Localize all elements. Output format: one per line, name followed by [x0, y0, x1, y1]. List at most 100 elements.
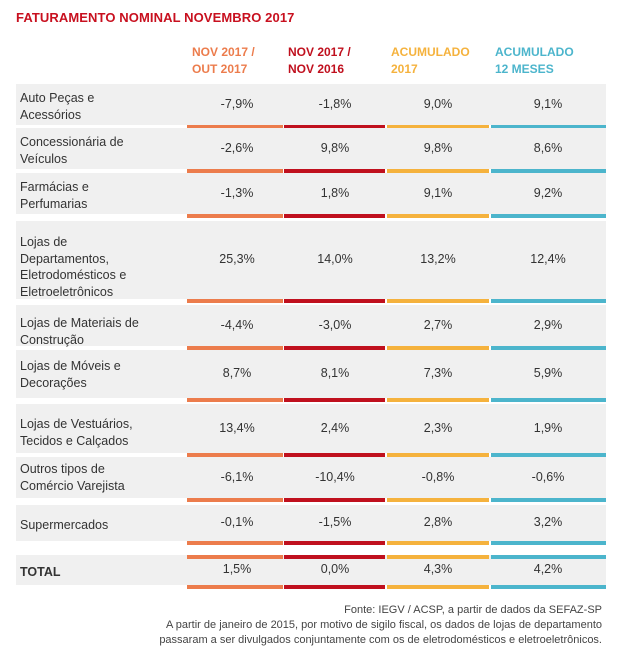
table-row-9-value-3: 2,8% [423, 515, 453, 529]
table-row-8-value-4: -0,6% [531, 469, 565, 484]
table-row-3-value-4: 9,2% [533, 185, 563, 200]
footer-notes: Fonte: IEGV / ACSP, a partir de dados da… [159, 603, 602, 648]
table-row-total-value-4: 4,2% [533, 562, 563, 576]
table-row-2-label: Concessionária de Veículos [20, 135, 124, 166]
table-row-1-bar-4 [491, 125, 606, 129]
table-row-4-bar-2 [284, 299, 385, 303]
table-row-5-background [16, 305, 606, 346]
table-row-9-bar-1 [187, 541, 283, 545]
table-row-5-bar-3 [387, 346, 489, 350]
table-row-7-bar-1 [187, 453, 283, 457]
footer-note-line-2: passaram a ser divulgados conjuntamente … [159, 634, 602, 646]
table-row-6-bar-2 [284, 398, 385, 402]
table-row-6-value-3: 7,3% [423, 366, 453, 380]
table-row-7-bar-4 [491, 453, 606, 457]
table-row-3-value-1: -1,3% [220, 185, 254, 200]
table-row-5-value-4: 2,9% [533, 317, 563, 332]
table-row-9-value-4: 3,2% [533, 515, 563, 529]
table-row-4-value-2: 14,0% [317, 252, 353, 266]
column-header-3: ACUMULADO 2017 [391, 45, 470, 76]
table-row-6-bar-4 [491, 398, 606, 402]
table-row-4-value-4: 12,4% [530, 252, 566, 266]
table-row-6-bar-3 [387, 398, 489, 402]
table-row-7-value-3: 2,3% [423, 420, 453, 435]
table-row-8-bar-3 [387, 498, 489, 502]
table-row-7-background [16, 404, 606, 453]
table-row-8-label: Outros tipos de Comércio Varejista [20, 462, 125, 493]
footer-note-line-1: A partir de janeiro de 2015, por motivo … [166, 619, 602, 631]
table-row-5-bar-2 [284, 346, 385, 350]
table-row-3-bar-1 [187, 214, 283, 218]
table-row-7-label: Lojas de Vestuários, Tecidos e Calçados [20, 417, 133, 448]
table-row-total-label: TOTAL [20, 565, 61, 579]
table-row-5-label: Lojas de Materiais de Construção [20, 316, 139, 347]
table-row-5-value-2: -3,0% [318, 317, 352, 332]
table-row-4-value-3: 13,2% [420, 252, 456, 266]
table-row-total-top-bar-1 [187, 555, 283, 559]
table-row-6-bar-1 [187, 398, 283, 402]
table-row-7-value-4: 1,9% [533, 420, 563, 435]
table-row-3-background [16, 173, 606, 214]
table-row-9-value-1: -0,1% [220, 515, 254, 529]
table-row-3-value-2: 1,8% [320, 185, 350, 200]
table-row-2-bar-2 [284, 169, 385, 173]
table-row-1-bar-2 [284, 125, 385, 129]
table-row-3-bar-3 [387, 214, 489, 218]
table-row-8-bar-4 [491, 498, 606, 502]
table-row-6-value-1: 8,7% [222, 366, 252, 380]
table-row-1-value-3: 9,0% [423, 96, 453, 111]
table-row-8-value-2: -10,4% [315, 469, 355, 484]
table-row-8-bar-2 [284, 498, 385, 502]
table-row-1-label: Auto Peças e Acessórios [20, 91, 95, 122]
table-row-7-value-2: 2,4% [320, 420, 350, 435]
table-row-5-bar-1 [187, 346, 283, 350]
table-row-total-top-bar-3 [387, 555, 489, 559]
table-row-9-bar-3 [387, 541, 489, 545]
table-row-1-value-4: 9,1% [533, 96, 563, 111]
table-row-2-value-1: -2,6% [220, 140, 254, 155]
table-row-4-background [16, 221, 606, 299]
table-row-9-background [16, 505, 606, 541]
table-row-total-bar-4 [491, 585, 606, 589]
table-row-6-background [16, 350, 606, 398]
table-row-4-bar-1 [187, 299, 283, 303]
table-row-total-top-bar-2 [284, 555, 385, 559]
table-row-9-value-2: -1,5% [318, 515, 352, 529]
table-row-2-value-4: 8,6% [533, 140, 563, 155]
table-row-8-value-1: -6,1% [220, 469, 254, 484]
table-row-8-background [16, 457, 606, 498]
table-row-3-bar-2 [284, 214, 385, 218]
column-header-1: NOV 2017 / OUT 2017 [192, 45, 255, 76]
footer-source: Fonte: IEGV / ACSP, a partir de dados da… [344, 604, 602, 616]
table-row-4-bar-3 [387, 299, 489, 303]
table-row-9-label: Supermercados [20, 518, 109, 532]
table-row-7-bar-3 [387, 453, 489, 457]
table-row-total-value-3: 4,3% [423, 562, 453, 576]
table-row-total-value-1: 1,5% [222, 562, 252, 576]
table-row-total-value-2: 0,0% [320, 562, 350, 576]
table-row-9-bar-4 [491, 541, 606, 545]
table-row-4-value-1: 25,3% [219, 252, 255, 266]
table-row-5-value-1: -4,4% [220, 317, 254, 332]
column-header-4: ACUMULADO 12 MESES [495, 45, 574, 76]
table-row-1-bar-1 [187, 125, 283, 129]
table-row-1-value-1: -7,9% [220, 96, 254, 111]
table-row-total-bar-2 [284, 585, 385, 589]
table-row-total-bar-3 [387, 585, 489, 589]
table-row-2-bar-1 [187, 169, 283, 173]
table-row-2-bar-4 [491, 169, 606, 173]
table-row-total-bar-1 [187, 585, 283, 589]
table-row-6-label: Lojas de Móveis e Decorações [20, 359, 121, 390]
table-row-9-bar-2 [284, 541, 385, 545]
table-row-8-bar-1 [187, 498, 283, 502]
table-row-6-value-2: 8,1% [320, 366, 350, 380]
table-row-5-value-3: 2,7% [423, 317, 453, 332]
table-row-1-bar-3 [387, 125, 489, 129]
table-row-7-value-1: 13,4% [219, 420, 255, 435]
table-row-4-label: Lojas de Departamentos, Eletrodomésticos… [20, 235, 127, 299]
table-row-2-value-3: 9,8% [423, 140, 453, 155]
table-row-6-value-4: 5,9% [533, 366, 563, 380]
table-row-total-background [16, 555, 606, 585]
table-title: FATURAMENTO NOMINAL NOVEMBRO 2017 [16, 10, 295, 25]
table-row-2-value-2: 9,8% [320, 140, 350, 155]
